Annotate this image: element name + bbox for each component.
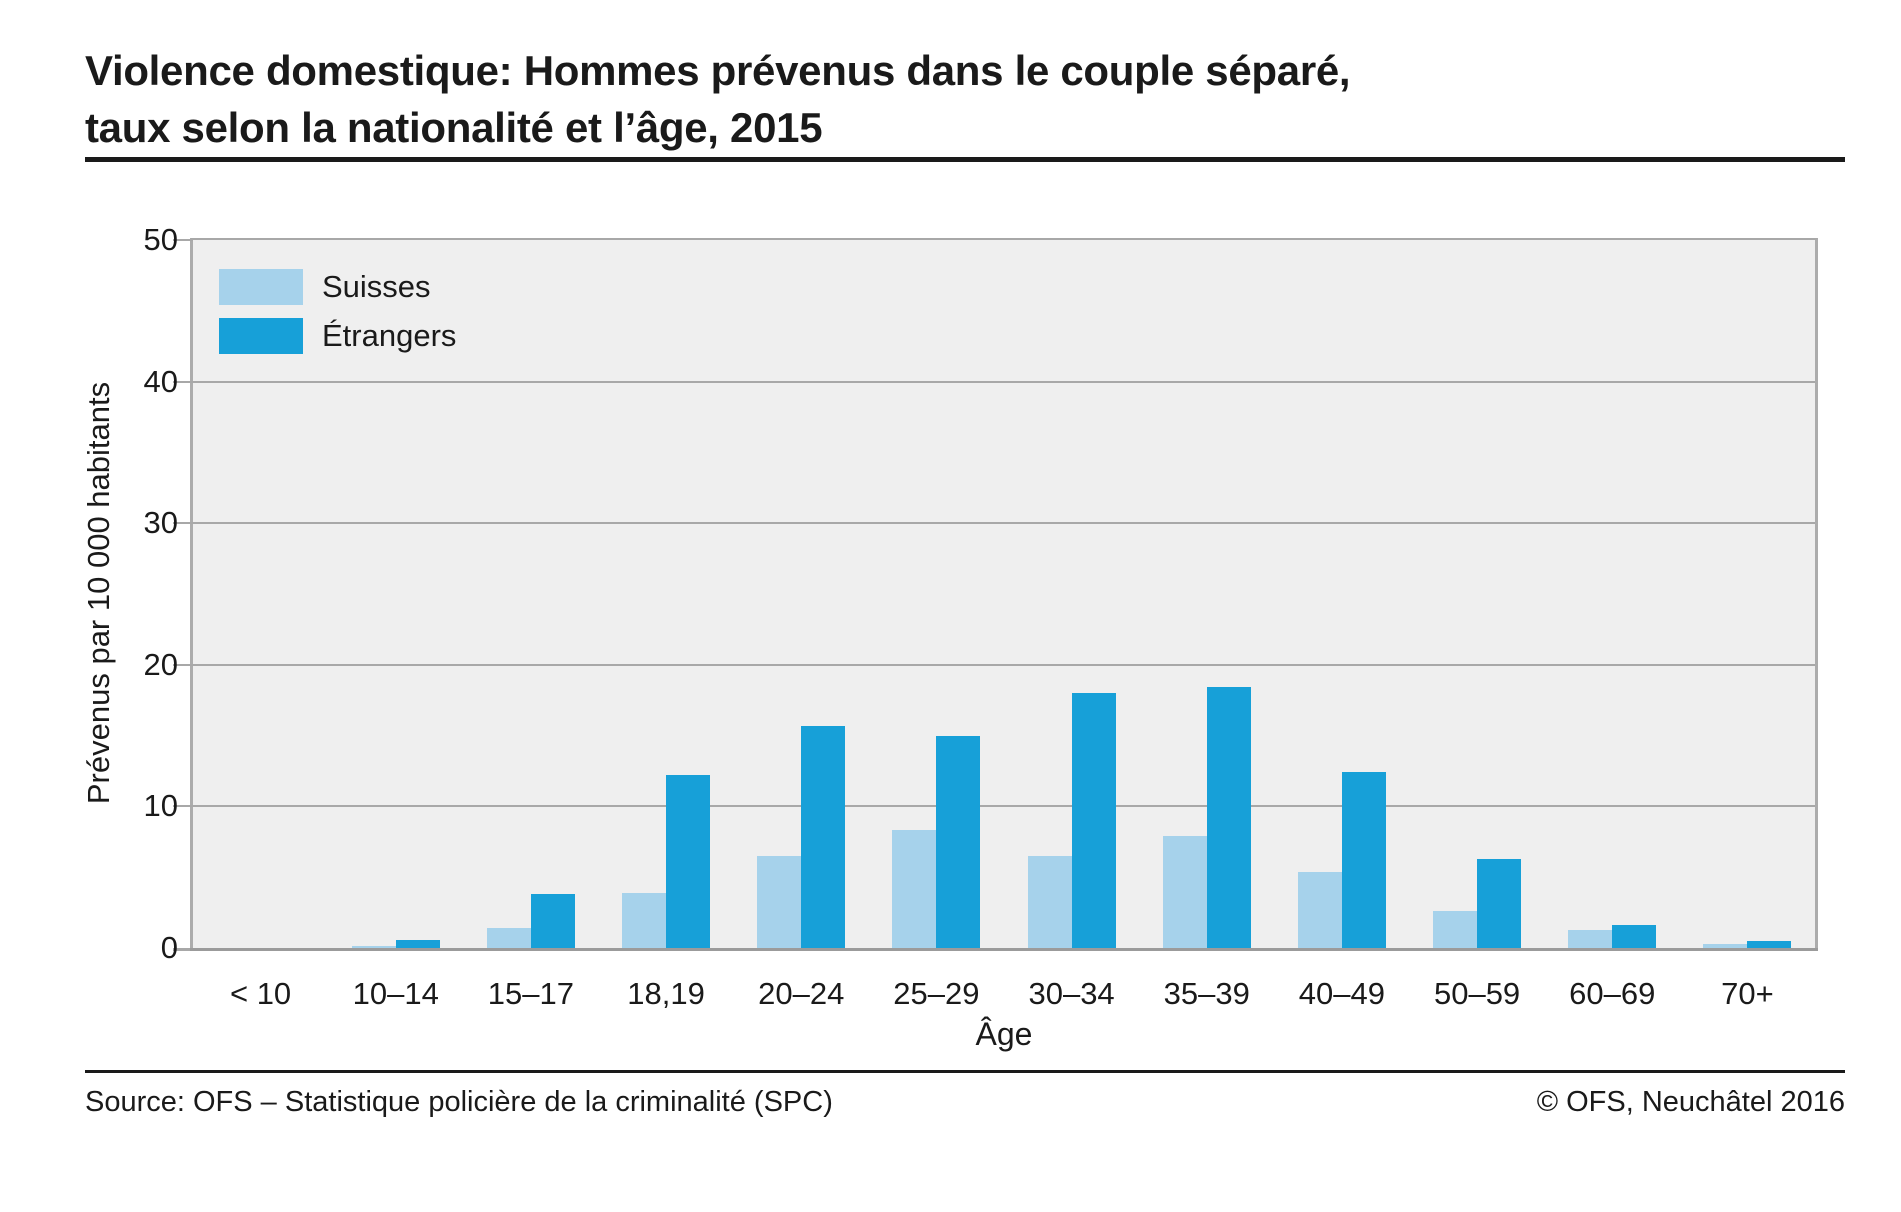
title-divider	[85, 157, 1845, 162]
legend-item-etrangers: Étrangers	[219, 318, 456, 354]
x-tick-label-30–34: 30–34	[1028, 976, 1115, 1011]
y-tick-50	[173, 239, 193, 241]
x-tick-label-40–49: 40–49	[1298, 976, 1386, 1011]
chart-title: Violence domestique: Hommes prévenus dan…	[85, 42, 1351, 156]
x-tick-label-20–24: 20–24	[758, 976, 845, 1011]
x-tick-label-25–29: 25–29	[893, 976, 980, 1011]
x-tick-label-<10: < 10	[229, 976, 292, 1011]
x-tick-label-50–59: 50–59	[1433, 976, 1521, 1011]
bar-suisses-60–69	[1568, 929, 1613, 948]
bar-suisses-70+	[1703, 943, 1748, 948]
bar-étrangers-60–69	[1612, 925, 1657, 948]
x-axis-baseline	[190, 948, 1818, 951]
x-tick-label-10–14: 10–14	[352, 976, 439, 1011]
bar-suisses-20–24	[757, 855, 802, 948]
x-tick-label-15–17: 15–17	[487, 976, 575, 1011]
y-tick-label-30: 30	[143, 505, 178, 541]
y-tick-30	[173, 522, 193, 525]
bar-étrangers-15–17	[530, 894, 575, 948]
y-tick-label-50: 50	[143, 222, 178, 257]
legend-swatch-suisses	[219, 269, 303, 305]
bar-suisses-15–17	[486, 928, 531, 948]
x-tick-label-18,19: 18,19	[627, 976, 705, 1011]
bar-étrangers-30–34	[1071, 693, 1116, 948]
bar-suisses-18,19	[622, 892, 667, 948]
bar-étrangers-35–39	[1206, 687, 1251, 948]
x-axis-title: Âge	[975, 1016, 1033, 1052]
bar-suisses-40–49	[1297, 871, 1342, 948]
legend-item-suisses: Suisses	[219, 269, 456, 305]
gridline-20	[193, 663, 1815, 666]
footer-divider	[85, 1070, 1845, 1073]
legend-label-suisses: Suisses	[322, 269, 431, 304]
plot-area: Suisses Étrangers 0 10 20 30 40 50	[144, 224, 1818, 964]
y-tick-label-0: 0	[160, 930, 178, 965]
legend-swatch-etrangers	[219, 318, 303, 354]
x-tick-label-70+: 70+	[1721, 976, 1774, 1011]
y-axis-title: Prévenus par 10 000 habitants	[81, 381, 116, 805]
y-tick-label-10: 10	[143, 788, 178, 824]
gridline-30	[193, 522, 1815, 525]
y-tick-40	[173, 380, 193, 383]
bar-étrangers-40–49	[1341, 772, 1386, 948]
y-tick-label-20: 20	[143, 646, 178, 682]
bar-étrangers-20–24	[801, 725, 846, 948]
bar-étrangers-25–29	[936, 735, 981, 948]
bar-étrangers-10–14	[395, 939, 440, 948]
bar-suisses-30–34	[1027, 855, 1072, 948]
y-tick-10	[173, 805, 193, 808]
bar-étrangers-50–59	[1477, 858, 1522, 948]
chart-title-line2: taux selon la nationalité et l’âge, 2015	[85, 104, 823, 151]
x-tick-label-60–69: 60–69	[1569, 976, 1656, 1011]
bar-suisses-35–39	[1162, 836, 1207, 948]
source-note: Source: OFS – Statistique policière de l…	[85, 1086, 833, 1118]
legend: Suisses Étrangers	[219, 269, 456, 367]
bar-suisses-50–59	[1433, 911, 1478, 948]
y-tick-label-40: 40	[143, 363, 178, 399]
bar-étrangers-18,19	[666, 775, 711, 948]
bar-suisses-25–29	[892, 830, 937, 948]
y-tick-0	[173, 948, 193, 951]
y-tick-20	[173, 663, 193, 666]
bar-suisses-10–14	[351, 945, 396, 948]
gridline-40	[193, 380, 1815, 383]
gridline-10	[193, 805, 1815, 808]
chart-title-line1: Violence domestique: Hommes prévenus dan…	[85, 47, 1351, 94]
x-tick-label-35–39: 35–39	[1163, 976, 1250, 1011]
legend-label-etrangers: Étrangers	[322, 318, 457, 353]
bar-étrangers-70+	[1747, 940, 1792, 948]
copyright-note: © OFS, Neuchâtel 2016	[1536, 1086, 1845, 1118]
